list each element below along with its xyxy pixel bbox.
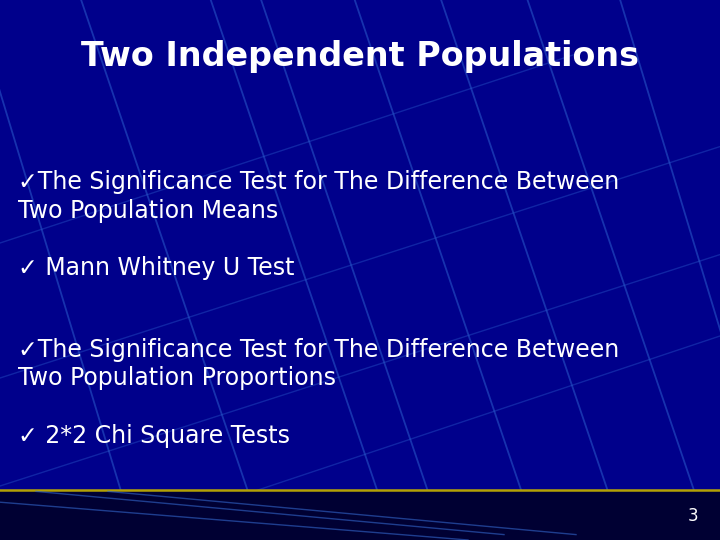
Text: ✓ 2*2 Chi Square Tests: ✓ 2*2 Chi Square Tests <box>18 424 290 448</box>
Text: Two Independent Populations: Two Independent Populations <box>81 40 639 73</box>
Text: ✓The Significance Test for The Difference Between
Two Population Proportions: ✓The Significance Test for The Differenc… <box>18 338 619 390</box>
Text: ✓The Significance Test for The Difference Between
Two Population Means: ✓The Significance Test for The Differenc… <box>18 170 619 223</box>
Text: 3: 3 <box>688 507 698 525</box>
Text: ✓ Mann Whitney U Test: ✓ Mann Whitney U Test <box>18 256 294 280</box>
Bar <box>0 490 720 540</box>
